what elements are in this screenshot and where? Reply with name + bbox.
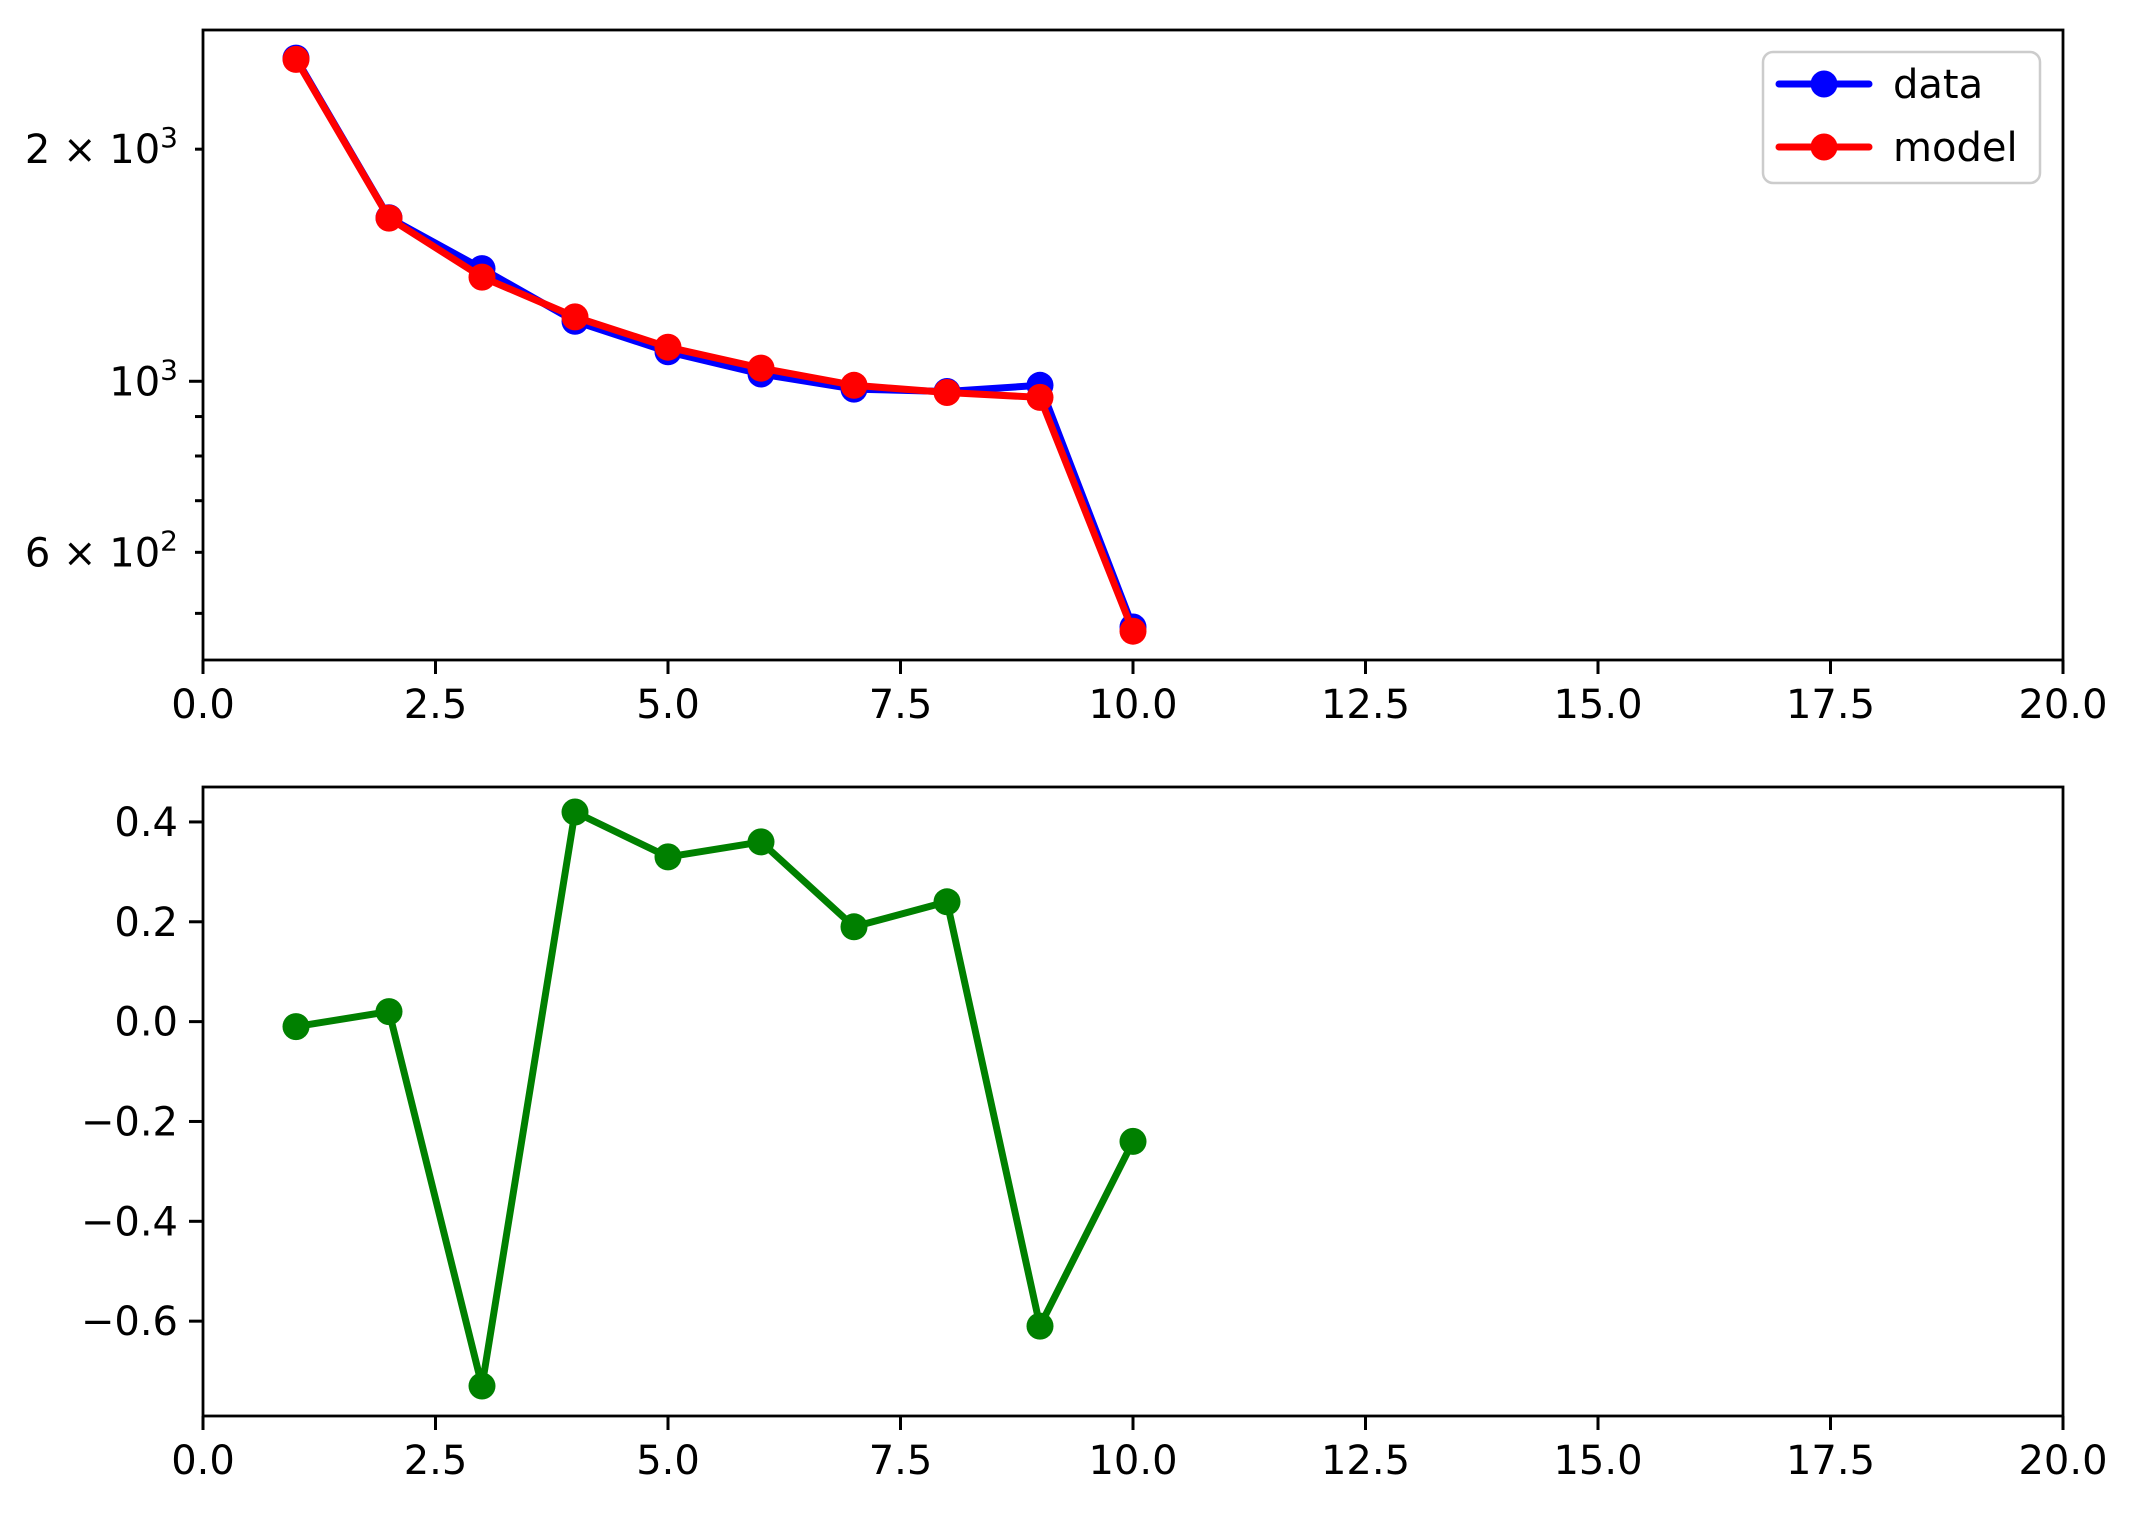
residuals-x-tick-label: 7.5 bbox=[869, 1438, 933, 1484]
main-axes: 0.0 2.5 5.0 7.5 10.0 12.5 15.0 17.5 20.0 2 × 103 1… bbox=[25, 28, 2108, 728]
main-y-tick-label: 103 bbox=[109, 353, 178, 405]
residuals-y-tick-label: −0.2 bbox=[81, 1099, 178, 1145]
residuals-axes: 0.0 2.5 5.0 7.5 10.0 12.5 15.0 17.5 20.0 0.4 0.2 0.… bbox=[81, 785, 2108, 1484]
legend-model-marker bbox=[1810, 133, 1838, 161]
model-series-marker bbox=[561, 303, 589, 331]
residuals-x-tick-label: 2.5 bbox=[404, 1438, 468, 1484]
model-series-marker bbox=[468, 263, 496, 291]
main-x-tick-label: 2.5 bbox=[404, 682, 468, 728]
residuals-series-marker bbox=[747, 828, 775, 856]
residuals-series-marker bbox=[840, 913, 868, 941]
legend: data model bbox=[1761, 50, 2042, 185]
residuals-x-tick-label: 5.0 bbox=[636, 1438, 700, 1484]
residuals-x-tick-label: 15.0 bbox=[1553, 1438, 1642, 1484]
residuals-x-tick-label: 17.5 bbox=[1786, 1438, 1875, 1484]
model-series-marker bbox=[1026, 383, 1054, 411]
residuals-x-tick-label: 12.5 bbox=[1321, 1438, 1410, 1484]
main-x-tick-label: 12.5 bbox=[1321, 682, 1410, 728]
main-x-tick-label: 17.5 bbox=[1786, 682, 1875, 728]
legend-data-label: data bbox=[1893, 62, 1983, 108]
residuals-series-marker bbox=[1026, 1312, 1054, 1340]
model-series-line bbox=[292, 55, 1137, 635]
residuals-series-marker bbox=[561, 798, 589, 826]
residuals-y-tick-label: 0.2 bbox=[114, 900, 178, 946]
main-x-tick-label: 10.0 bbox=[1088, 682, 1177, 728]
data-series-line bbox=[292, 54, 1137, 631]
main-x-tick-label: 7.5 bbox=[869, 682, 933, 728]
main-x-tick-label: 0.0 bbox=[171, 682, 235, 728]
model-series-marker bbox=[654, 333, 682, 361]
residuals-series-marker bbox=[933, 888, 961, 916]
residuals-x-tick-label: 20.0 bbox=[2018, 1438, 2107, 1484]
residuals-y-tick-label: 0.0 bbox=[114, 1000, 178, 1046]
model-series-marker bbox=[933, 379, 961, 406]
model-series-marker bbox=[282, 45, 310, 73]
model-series-marker bbox=[840, 371, 868, 399]
main-x-tick-label: 20.0 bbox=[2018, 682, 2107, 728]
legend-data-marker bbox=[1810, 70, 1838, 98]
model-series-marker bbox=[375, 204, 403, 232]
residuals-series-marker bbox=[654, 843, 682, 871]
main-x-tick-label: 15.0 bbox=[1553, 682, 1642, 728]
residuals-x-tick-label: 10.0 bbox=[1088, 1438, 1177, 1484]
residuals-y-tick-label: −0.4 bbox=[81, 1199, 178, 1245]
legend-model-label: model bbox=[1893, 125, 2018, 171]
residuals-y-tick-label: −0.6 bbox=[81, 1299, 178, 1345]
model-series-marker bbox=[1119, 617, 1147, 645]
residuals-x-tick-label: 0.0 bbox=[171, 1438, 235, 1484]
model-series-marker bbox=[747, 354, 775, 382]
residuals-series-marker bbox=[468, 1372, 496, 1400]
residuals-series-marker bbox=[1119, 1127, 1147, 1155]
main-y-tick-label: 2 × 103 bbox=[25, 121, 178, 173]
main-y-tick-label: 6 × 102 bbox=[25, 524, 178, 576]
main-x-tick-label: 5.0 bbox=[636, 682, 700, 728]
residuals-series-marker bbox=[282, 1013, 310, 1041]
residuals-series-marker bbox=[375, 998, 403, 1026]
residuals-series-line bbox=[292, 808, 1137, 1390]
residuals-y-tick-label: 0.4 bbox=[114, 800, 178, 846]
